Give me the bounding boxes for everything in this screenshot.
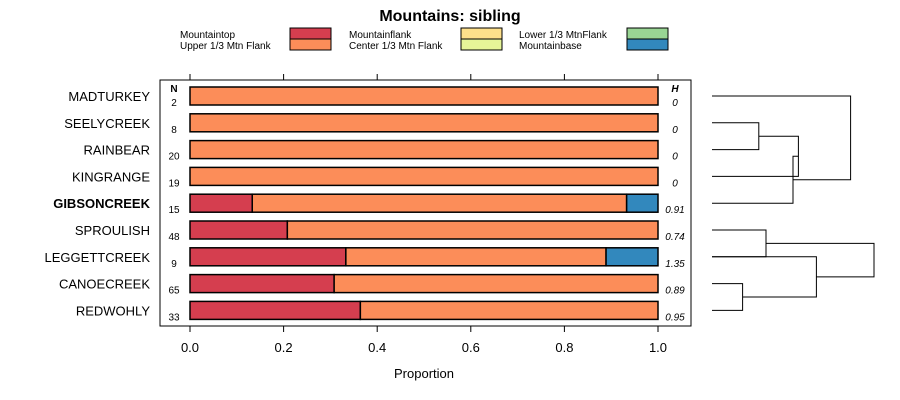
h-value: 0 — [672, 98, 678, 109]
bar-segment — [189, 300, 362, 321]
bar-segment — [251, 193, 628, 213]
dendrogram-branch — [712, 229, 767, 258]
n-value: 65 — [168, 286, 180, 297]
bar-segment — [286, 220, 659, 240]
h-value: 0.95 — [665, 312, 685, 323]
x-tick-label: 0.6 — [462, 340, 480, 355]
x-tick-label: 0.0 — [181, 340, 199, 355]
bar-segment — [189, 220, 289, 240]
plot-frame — [159, 79, 692, 327]
legend-swatch — [626, 38, 669, 51]
bar-segment — [189, 113, 659, 133]
h-value: 0.74 — [665, 232, 685, 243]
x-tick-label: 0.8 — [555, 340, 573, 355]
n-value: 33 — [168, 312, 180, 323]
legend-label: Mountaintop — [180, 30, 235, 41]
bar-segment — [359, 300, 659, 321]
x-tick-label: 0.4 — [368, 340, 386, 355]
bars — [189, 86, 659, 321]
category-label: CANOECREEK — [59, 277, 150, 292]
category-label: GIBSONCREEK — [53, 196, 150, 211]
n-header: N — [170, 84, 177, 95]
legend-swatch — [626, 27, 669, 40]
n-value: 19 — [168, 178, 180, 189]
category-label: REDWOHLY — [76, 303, 150, 318]
category-label: SEELYCREEK — [64, 116, 150, 131]
dendrogram-branch — [712, 135, 799, 177]
chart-title: Mountains: sibling — [379, 8, 520, 25]
legend-label: Lower 1/3 MtnFlank — [519, 30, 608, 41]
axes: 0.0 0.2 0.4 0.6 0.8 1.0 — [181, 74, 667, 355]
category-label: LEGGETTCREEK — [45, 250, 151, 265]
dendrogram — [712, 95, 875, 311]
h-value: 0 — [672, 178, 678, 189]
h-value: 0 — [672, 125, 678, 136]
category-label: MADTURKEY — [68, 89, 150, 104]
x-tick-label: 0.2 — [275, 340, 293, 355]
x-tick-label: 1.0 — [649, 340, 667, 355]
n-value: 2 — [171, 98, 177, 109]
legend-label: Mountainflank — [349, 30, 412, 41]
category-label: KINGRANGE — [72, 169, 150, 184]
h-value: 0.91 — [665, 205, 684, 216]
bar-segment — [605, 247, 659, 267]
bar-segment — [333, 273, 659, 294]
n-value: 48 — [168, 232, 180, 243]
legend-label: Center 1/3 Mtn Flank — [349, 41, 443, 52]
legend-swatch — [289, 38, 332, 51]
dendrogram-branch — [712, 122, 760, 151]
h-value: 0.89 — [665, 286, 685, 297]
bar-segment — [189, 139, 659, 160]
x-axis-title: Proportion — [394, 366, 454, 381]
dendrogram-branch — [712, 283, 744, 311]
n-value: 8 — [171, 125, 177, 136]
n-value: 15 — [168, 205, 180, 216]
legend-swatch — [460, 38, 503, 51]
dendrogram-branch — [712, 155, 799, 204]
dendrogram-branch — [712, 95, 852, 181]
n-value: 20 — [168, 152, 180, 163]
bar-segment — [625, 193, 659, 213]
bar-segment — [189, 273, 335, 294]
legend-swatch — [289, 27, 332, 40]
bar-segment — [189, 193, 253, 213]
h-value: 0 — [672, 152, 678, 163]
category-label: SPROULISH — [75, 223, 150, 238]
dendrogram-branch — [712, 256, 817, 298]
category-label: RAINBEAR — [84, 143, 150, 158]
bar-segment — [189, 86, 659, 106]
h-header: H — [671, 84, 679, 95]
dendrogram-branch — [766, 242, 875, 278]
legend-label: Mountainbase — [519, 41, 582, 52]
bar-segment — [345, 247, 607, 267]
legend-swatch — [460, 27, 503, 40]
legend-label: Upper 1/3 Mtn Flank — [180, 41, 272, 52]
h-value: 1.35 — [665, 259, 685, 270]
bar-segment — [189, 166, 659, 187]
bar-segment — [189, 247, 347, 267]
n-value: 9 — [171, 259, 177, 270]
